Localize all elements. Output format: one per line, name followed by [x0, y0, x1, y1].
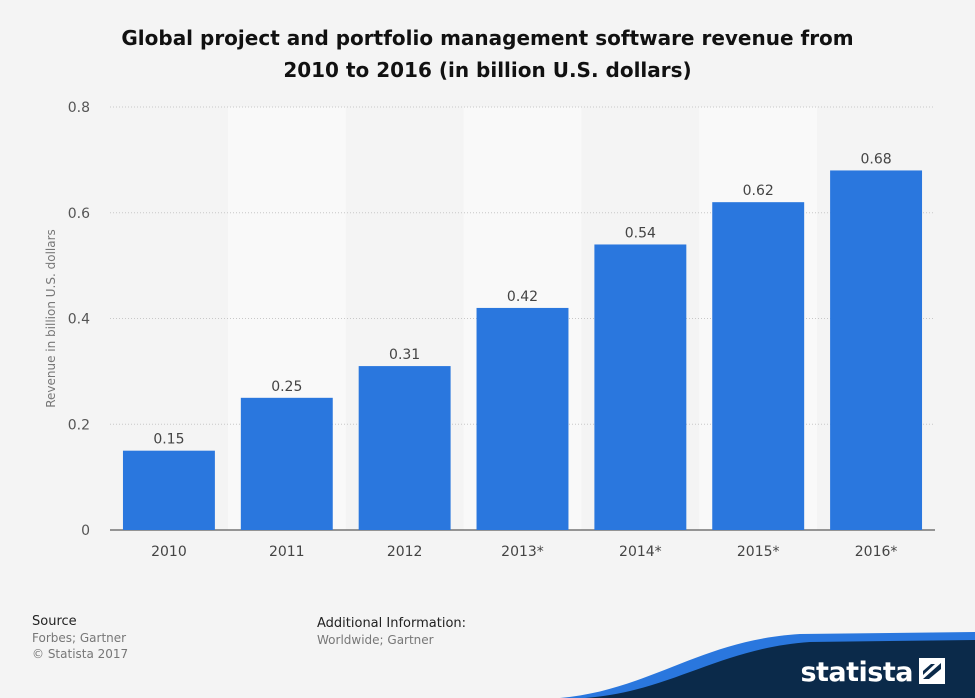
x-tick-label: 2013* [501, 544, 544, 560]
y-tick-label: 0 [81, 523, 90, 539]
x-tick-label: 2016* [855, 544, 898, 560]
bar [358, 366, 451, 530]
x-tick-label: 2011 [269, 544, 305, 560]
statista-logo-text[interactable]: statista [800, 657, 913, 688]
y-tick-label: 0.2 [68, 417, 90, 433]
x-tick-label: 2014* [619, 544, 662, 560]
bar [712, 202, 805, 531]
data-label: 0.31 [389, 347, 420, 363]
additional-info-block: Additional Information: Worldwide; Gartn… [317, 616, 466, 648]
bar-chart: 0 0.2 0.4 0.6 0.8 Revenue in billion U.S. dol… [44, 100, 935, 560]
brand-band-dark [585, 640, 975, 698]
bar [122, 450, 215, 530]
data-label: 0.42 [507, 289, 538, 305]
data-label: 0.15 [153, 432, 184, 448]
x-tick-label: 2012 [387, 544, 423, 560]
data-label: 0.54 [625, 225, 656, 241]
source-block: Source Forbes; Gartner © Statista 2017 [32, 614, 128, 662]
x-tick-label: 2010 [151, 544, 187, 560]
source-heading: Source [32, 614, 77, 629]
data-label: 0.62 [743, 183, 774, 199]
y-tick-label: 0.4 [68, 312, 90, 328]
chart-title: Global project and portfolio management … [0, 22, 975, 86]
chart-title-line-1: Global project and portfolio management … [121, 26, 854, 50]
x-tick-label: 2015* [737, 544, 780, 560]
data-label: 0.68 [860, 151, 891, 167]
y-tick-label: 0.8 [68, 100, 90, 116]
chart-title-line-2: 2010 to 2016 (in billion U.S. dollars) [283, 58, 692, 82]
additional-info-heading: Additional Information: [317, 616, 467, 631]
source-text: Forbes; Gartner [32, 631, 127, 645]
copyright-text: © Statista 2017 [32, 647, 129, 661]
bar [476, 307, 569, 530]
data-label: 0.25 [271, 379, 302, 395]
y-axis-label: Revenue in billion U.S. dollars [44, 229, 58, 408]
bar [830, 170, 923, 530]
additional-info-text: Worldwide; Gartner [317, 633, 434, 647]
y-tick-label: 0.6 [68, 206, 90, 222]
statista-logo-icon [919, 658, 945, 684]
bar [240, 397, 333, 530]
bar [594, 244, 687, 530]
